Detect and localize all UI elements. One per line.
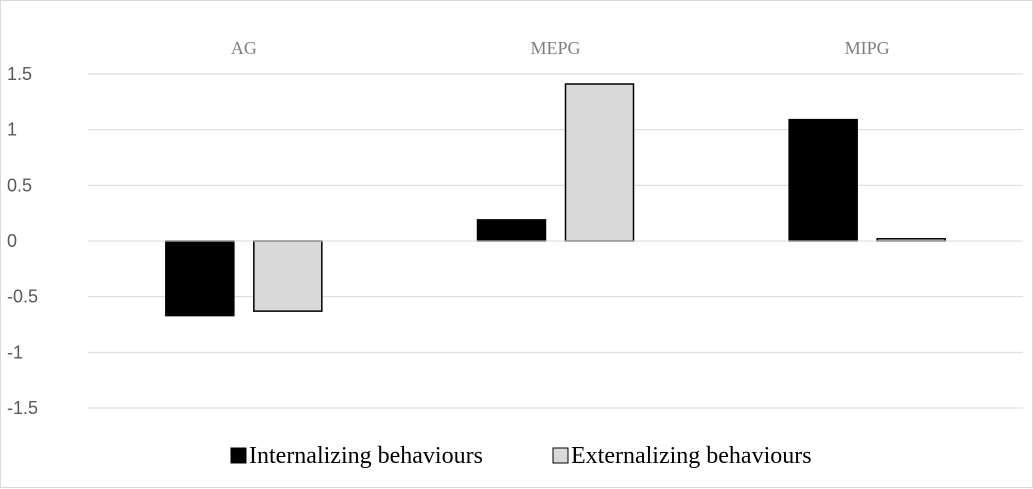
y-axis-tick-labels: 1.5 1 0.5 0 -0.5 -1 -1.5 [7,64,38,418]
legend-swatch [230,447,247,464]
bar [253,240,323,312]
y-tick-label: -1 [7,342,23,362]
y-tick-label: -0.5 [7,287,38,307]
bar [165,240,235,317]
legend-label: Internalizing behaviours [249,443,483,469]
y-tick-label: 0 [7,231,17,251]
y-tick-label: 0.5 [7,175,32,195]
category-labels: AG MEPG MIPG [231,38,890,58]
bar [564,83,635,242]
category-label: MIPG [845,38,890,58]
bars [165,83,946,317]
legend: Internalizing behaviours Externalizing be… [230,443,812,469]
y-tick-label: -1.5 [7,398,38,418]
legend-swatch [552,447,569,464]
y-tick-label: 1 [7,120,17,140]
y-tick-label: 1.5 [7,64,32,84]
gridlines [88,73,1023,409]
category-label: AG [231,38,257,58]
legend-label: Externalizing behaviours [571,443,812,469]
bar [476,219,547,242]
category-label: MEPG [530,38,580,58]
bar [788,118,858,242]
